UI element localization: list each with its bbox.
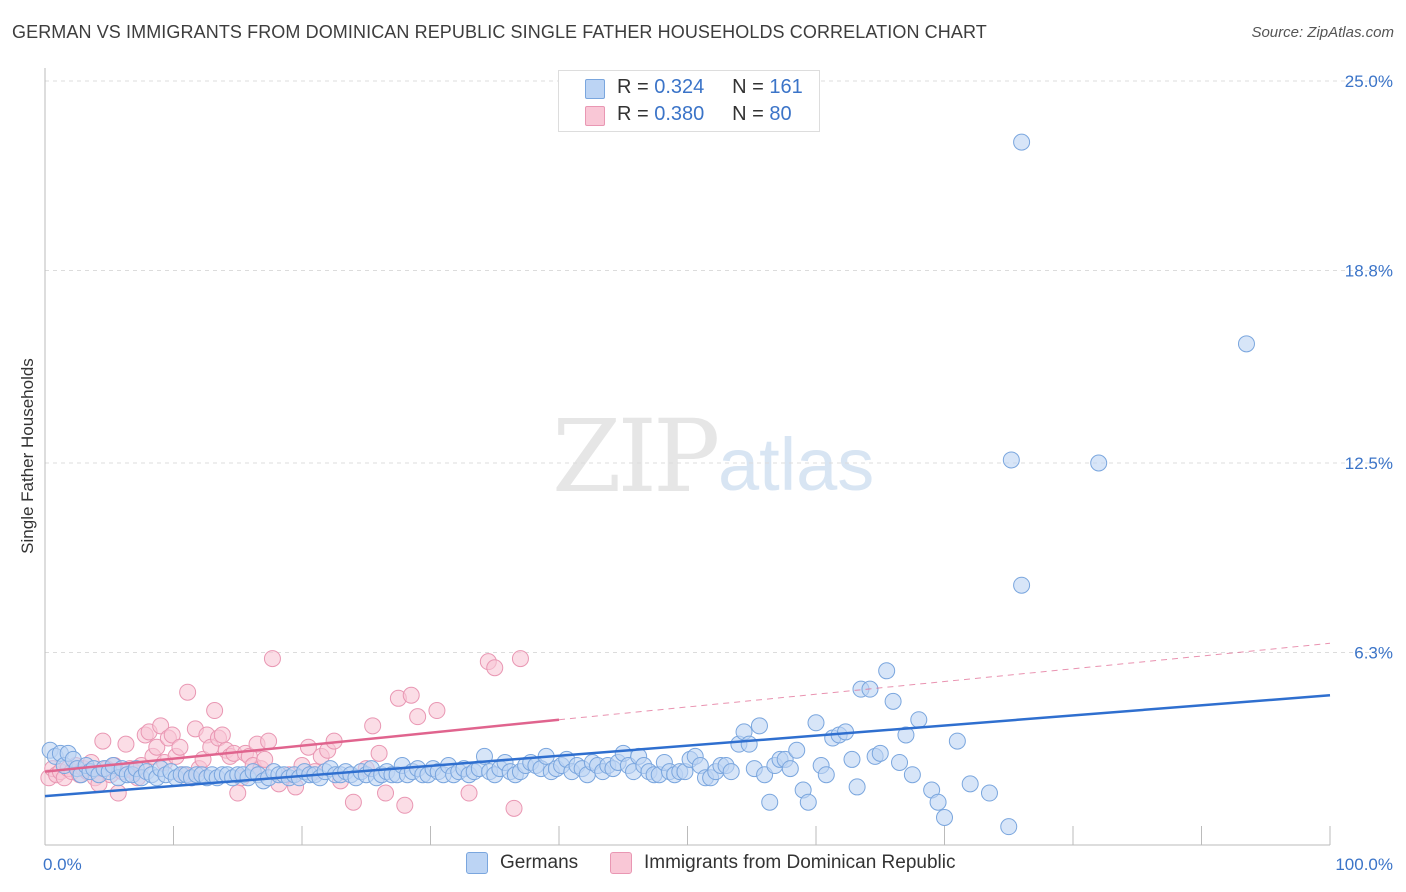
dominican-point	[229, 784, 247, 802]
germans-point	[807, 714, 825, 732]
germans-point	[871, 744, 889, 762]
germans-trend-line	[44, 694, 1331, 798]
y-axis-label: Single Father Households	[18, 358, 37, 554]
series-germans-points	[41, 133, 1255, 836]
y-tick-label: 6.3%	[1354, 643, 1393, 662]
germans-point	[884, 692, 902, 710]
series-swatch-germans	[466, 852, 488, 874]
germans-point	[817, 766, 835, 784]
correlation-legend: R = 0.324 N = 161 R = 0.380 N = 80	[558, 70, 820, 132]
dominican-point	[505, 799, 523, 817]
dominican-point	[109, 784, 127, 802]
x-tick-label: 100.0%	[1335, 855, 1393, 874]
dominican-point	[206, 702, 224, 720]
dominican-point	[94, 732, 112, 750]
germans-point	[750, 717, 768, 735]
germans-point	[1013, 133, 1031, 151]
legend-r-germans: 0.324	[654, 76, 705, 98]
dominican-point	[179, 683, 197, 701]
chart-title: GERMAN VS IMMIGRANTS FROM DOMINICAN REPU…	[12, 22, 987, 42]
legend-r-label: R =	[617, 76, 649, 98]
dominican-point	[260, 732, 278, 750]
grid-lines	[45, 80, 1390, 653]
germans-point	[788, 741, 806, 759]
dominican-point	[163, 726, 181, 744]
dominican-point	[117, 735, 135, 753]
dominican-point	[364, 717, 382, 735]
dominican-point	[299, 738, 317, 756]
germans-point	[799, 793, 817, 811]
germans-point	[740, 735, 758, 753]
germans-point	[1013, 576, 1031, 594]
legend-swatch-germans	[585, 79, 605, 99]
germans-point	[1090, 454, 1108, 472]
dominican-point	[256, 750, 274, 768]
germans-point	[980, 784, 998, 802]
germans-point	[848, 778, 866, 796]
legend-n-label: N =	[732, 103, 764, 125]
series-name-germans: Germans	[500, 852, 579, 873]
legend-swatch-dominican	[585, 106, 605, 126]
axes	[44, 68, 1331, 846]
germans-point	[761, 793, 779, 811]
legend-r-dominican: 0.380	[654, 103, 705, 125]
y-tick-label: 18.8%	[1345, 261, 1393, 280]
watermark-atlas: atlas	[718, 423, 875, 506]
dominican-point	[213, 726, 231, 744]
dominican-point	[148, 738, 166, 756]
dominican-point	[511, 650, 529, 668]
source-credit: Source: ZipAtlas.com	[1251, 24, 1394, 41]
series-swatch-dominican	[610, 852, 632, 874]
dominican-point	[428, 702, 446, 720]
germans-point	[1237, 335, 1255, 353]
dominican-trend-line	[44, 718, 560, 773]
x-tick-label: 0.0%	[43, 855, 82, 874]
y-tick-label: 12.5%	[1345, 454, 1393, 473]
dominican-point	[396, 796, 414, 814]
series-name-dominican: Immigrants from Dominican Republic	[644, 852, 956, 873]
legend-n-germans: 161	[769, 76, 803, 98]
tick-labels: 6.3% 12.5% 18.8% 25.0% 0.0% 100.0%	[43, 72, 1393, 874]
y-tick-label: 25.0%	[1345, 72, 1393, 91]
dominican-point	[152, 717, 170, 735]
germans-point	[1002, 451, 1020, 469]
dominican-point	[460, 784, 478, 802]
germans-point	[903, 766, 921, 784]
germans-point	[722, 763, 740, 781]
legend-r-label: R =	[617, 103, 649, 125]
watermark-zip: ZIP	[552, 398, 720, 515]
dominican-point	[377, 784, 395, 802]
germans-point	[910, 711, 928, 729]
trend-lines	[44, 642, 1331, 798]
legend-n-label: N =	[732, 76, 764, 98]
dominican-trend-extension	[558, 642, 1331, 721]
germans-point	[878, 662, 896, 680]
legend-n-dominican: 80	[769, 103, 792, 125]
germans-point	[1000, 818, 1018, 836]
germans-point	[936, 808, 953, 826]
germans-point	[781, 760, 799, 778]
dominican-point	[171, 738, 189, 756]
germans-point	[948, 732, 966, 750]
dominican-point	[344, 793, 362, 811]
dominican-point	[370, 744, 388, 762]
germans-point	[961, 775, 979, 793]
dominican-point	[486, 659, 504, 677]
dominican-point	[402, 686, 420, 704]
dominican-point	[263, 650, 281, 668]
germans-point	[897, 726, 915, 744]
germans-point	[843, 750, 861, 768]
germans-point	[929, 793, 947, 811]
dominican-point	[409, 708, 427, 726]
germans-point	[891, 753, 909, 771]
